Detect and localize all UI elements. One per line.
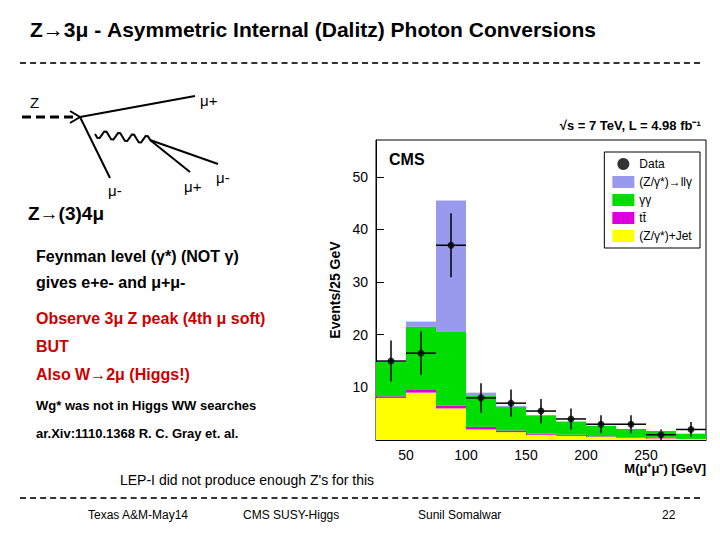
svg-text:Z: Z: [30, 94, 39, 111]
svg-text:250: 250: [634, 447, 658, 463]
svg-text:γγ: γγ: [639, 193, 651, 207]
html-text:gives e+e- and μ+μ-: gives e+e- and μ+μ-: [36, 274, 186, 291]
svg-text:√s = 7 TeV, L = 4.98 fb⁻¹: √s = 7 TeV, L = 4.98 fb⁻¹: [560, 118, 701, 133]
html-text:CMS SUSY-Higgs: CMS SUSY-Higgs: [243, 508, 340, 522]
html-text:Observe 3μ Z peak (4th μ soft): Observe 3μ Z peak (4th μ soft): [36, 310, 266, 327]
svg-text:50: 50: [352, 169, 368, 185]
svg-text:10: 10: [352, 379, 368, 395]
html-text:ar.Xiv:1110.1368 R. C. Gray et: ar.Xiv:1110.1368 R. C. Gray et. al.: [36, 426, 239, 441]
svg-text:μ-: μ-: [216, 169, 230, 186]
svg-text:20: 20: [352, 327, 368, 343]
svg-text:μ-: μ-: [108, 182, 122, 199]
svg-text:150: 150: [514, 447, 538, 463]
svg-text:100: 100: [454, 447, 478, 463]
svg-text:Events/25 GeV: Events/25 GeV: [327, 241, 343, 339]
html-text:Z→(3)4μ: Z→(3)4μ: [28, 203, 104, 224]
html-text:Feynman level (γ*) (NOT γ): Feynman level (γ*) (NOT γ): [36, 248, 239, 265]
html-text:Sunil Somalwar: Sunil Somalwar: [418, 508, 502, 522]
svg-text:μ+: μ+: [200, 92, 218, 109]
svg-text:50: 50: [398, 447, 414, 463]
html-text:Also W→2μ (Higgs!): Also W→2μ (Higgs!): [36, 366, 190, 383]
html-text:Z→3μ - Asymmetric Internal (Da: Z→3μ - Asymmetric Internal (Dalitz) Phot…: [30, 18, 596, 41]
svg-text:(Z/γ*)+Jet: (Z/γ*)+Jet: [639, 229, 692, 243]
html-text:LEP-I did not produce enough Z: LEP-I did not produce enough Z's for thi…: [120, 472, 374, 488]
html-text:22: 22: [662, 508, 676, 522]
svg-text:Data: Data: [639, 157, 665, 171]
html-text:Wg* was not in Higgs WW search: Wg* was not in Higgs WW searches: [36, 398, 257, 413]
svg-text:μ+: μ+: [184, 178, 202, 195]
svg-text:(Z/γ*)→llγ: (Z/γ*)→llγ: [639, 175, 692, 189]
svg-text:M(μ⁺μ⁻) [GeV]: M(μ⁺μ⁻) [GeV]: [624, 461, 706, 476]
svg-text:tt̄: tt̄: [639, 211, 646, 225]
svg-text:200: 200: [574, 447, 598, 463]
svg-text:40: 40: [352, 221, 368, 237]
html-text:Texas A&M-May14: Texas A&M-May14: [88, 508, 188, 522]
svg-text:30: 30: [352, 274, 368, 290]
html-text:BUT: BUT: [36, 338, 69, 355]
svg-text:CMS: CMS: [389, 151, 425, 168]
